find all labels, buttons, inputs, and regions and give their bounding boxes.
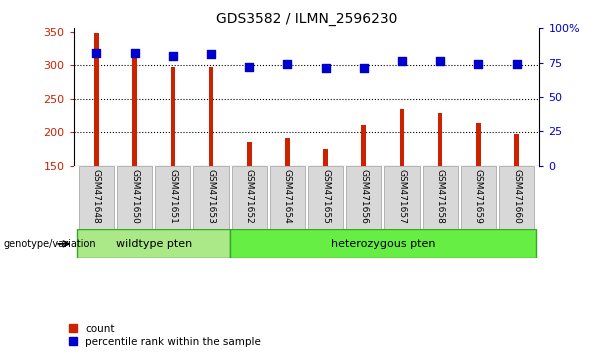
Text: GSM471655: GSM471655	[321, 169, 330, 224]
Bar	[438, 113, 443, 166]
Bar	[170, 67, 175, 166]
Bar	[132, 55, 137, 166]
Bar	[79, 166, 114, 229]
Bar	[230, 229, 536, 258]
Point	[435, 58, 445, 64]
Bar	[362, 125, 366, 166]
Bar	[194, 166, 229, 229]
Point	[473, 61, 483, 67]
Bar	[400, 109, 404, 166]
Text: GSM471652: GSM471652	[245, 169, 254, 224]
Bar	[285, 138, 290, 166]
Bar	[422, 166, 458, 229]
Point	[206, 52, 216, 57]
Text: GSM471654: GSM471654	[283, 169, 292, 224]
Point	[130, 50, 140, 56]
Bar	[476, 123, 481, 166]
Point	[91, 50, 101, 56]
Bar	[384, 166, 419, 229]
Bar	[77, 229, 230, 258]
Text: GSM471648: GSM471648	[92, 169, 101, 224]
Bar	[155, 166, 191, 229]
Point	[245, 64, 254, 70]
Text: GSM471658: GSM471658	[436, 169, 444, 224]
Text: wildtype pten: wildtype pten	[116, 239, 192, 249]
Bar	[308, 166, 343, 229]
Text: GSM471650: GSM471650	[130, 169, 139, 224]
Text: GSM471651: GSM471651	[169, 169, 177, 224]
Bar	[117, 166, 152, 229]
Bar	[232, 166, 267, 229]
Bar	[94, 33, 99, 166]
Text: GSM471660: GSM471660	[512, 169, 521, 224]
Bar	[209, 67, 213, 166]
Text: GSM471657: GSM471657	[397, 169, 406, 224]
Text: GSM471659: GSM471659	[474, 169, 483, 224]
Point	[168, 53, 178, 59]
Legend: count, percentile rank within the sample: count, percentile rank within the sample	[66, 321, 263, 349]
Bar	[323, 149, 328, 166]
Bar	[270, 166, 305, 229]
Bar	[247, 142, 251, 166]
Bar	[346, 166, 381, 229]
Bar	[461, 166, 496, 229]
Point	[512, 61, 522, 67]
Text: GSM471656: GSM471656	[359, 169, 368, 224]
Point	[359, 65, 368, 71]
Text: genotype/variation: genotype/variation	[3, 239, 96, 249]
Bar	[499, 166, 534, 229]
Point	[321, 65, 330, 71]
Point	[397, 58, 407, 64]
Text: heterozygous pten: heterozygous pten	[330, 239, 435, 249]
Title: GDS3582 / ILMN_2596230: GDS3582 / ILMN_2596230	[216, 12, 397, 26]
Text: GSM471653: GSM471653	[207, 169, 216, 224]
Bar	[514, 134, 519, 166]
Point	[283, 61, 292, 67]
